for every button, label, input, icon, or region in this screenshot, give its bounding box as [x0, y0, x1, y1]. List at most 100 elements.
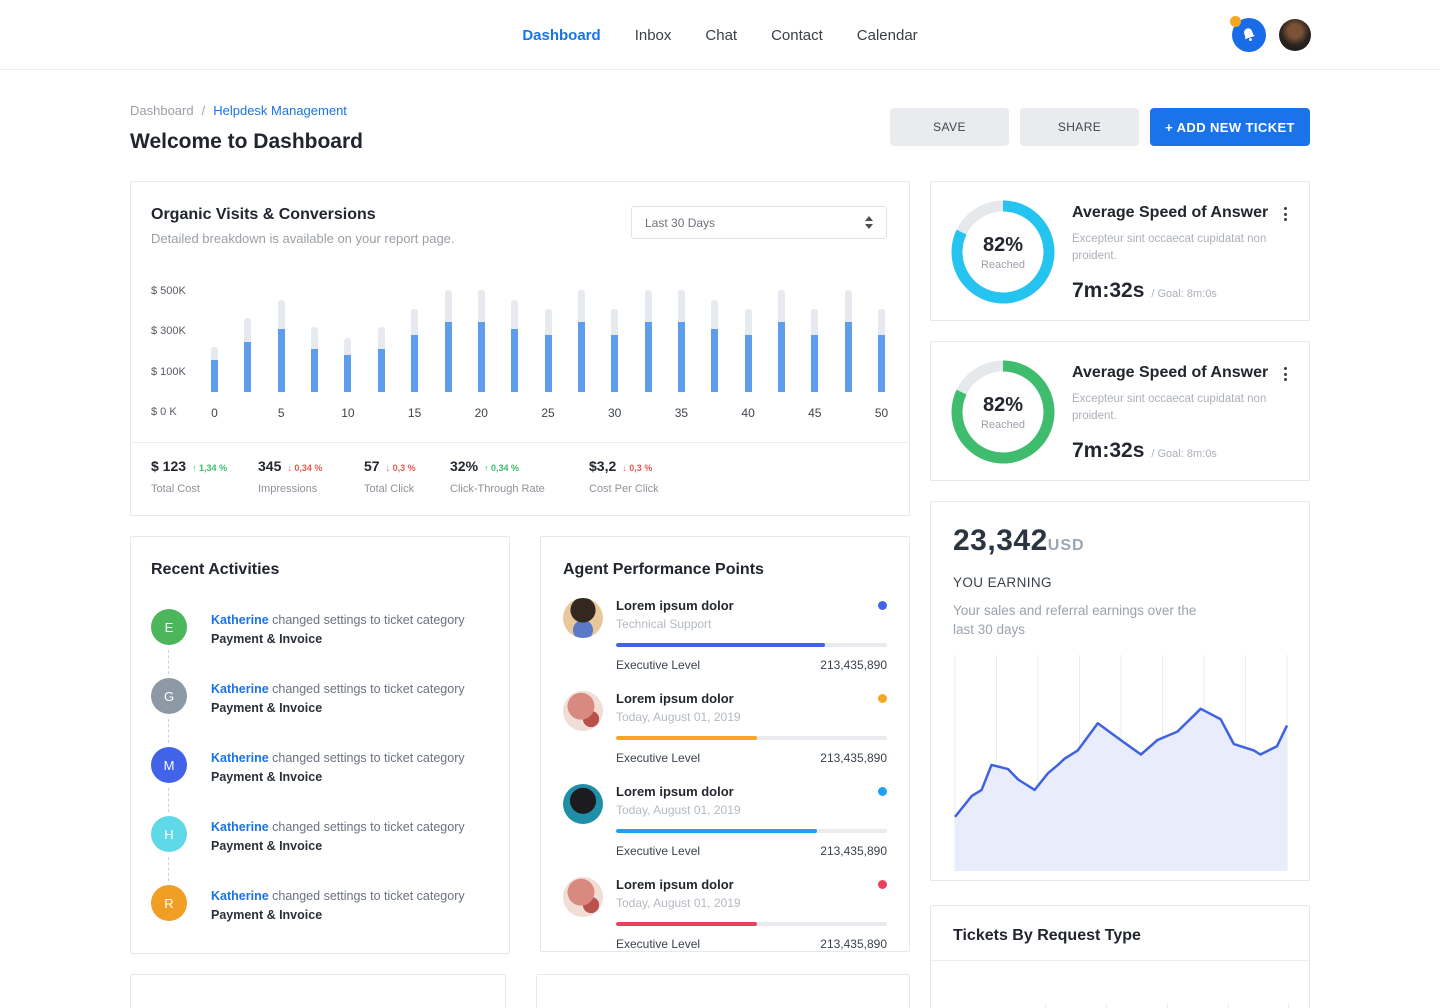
nav-item-dashboard[interactable]: Dashboard — [522, 26, 601, 44]
bar-value — [277, 329, 285, 392]
x-tick-label: 10 — [341, 406, 355, 420]
kpi-label: Click-Through Rate — [450, 483, 545, 495]
bar-value — [711, 329, 719, 392]
page-head: Dashboard / Helpdesk Management Welcome … — [130, 103, 1310, 154]
kpi-label: Total Cost — [151, 483, 200, 495]
activity-connector — [168, 719, 169, 743]
bar-value — [811, 335, 819, 392]
agent-progress-fill — [616, 829, 817, 833]
nav-item-chat[interactable]: Chat — [705, 26, 738, 44]
activity-item: G Katherine changed settings to ticket ca… — [151, 678, 489, 747]
activity-user-link[interactable]: Katherine — [211, 820, 269, 834]
kpi-label: Impressions — [258, 483, 318, 495]
agent-progress-bar — [616, 736, 887, 740]
bottom-middle-card — [535, 974, 910, 1008]
bar-value — [211, 359, 218, 392]
earnings-label: YOU EARNING — [953, 575, 1052, 590]
y-zero-label: $ 0 K — [151, 406, 177, 418]
agents-title: Agent Performance Points — [563, 561, 764, 578]
breadcrumb: Dashboard / Helpdesk Management — [130, 103, 363, 118]
kebab-menu-icon[interactable] — [1282, 204, 1289, 224]
kpi-stat-4: $3,2 ↓ 0,3 % Cost Per Click — [589, 458, 659, 495]
kpi-value: 32% — [450, 458, 479, 474]
speed-goal: / Goal: 8m:0s — [1151, 287, 1217, 300]
agent-progress-fill — [616, 643, 825, 647]
x-tick-label: 0 — [211, 406, 218, 420]
agent-points: 213,435,890 — [820, 658, 887, 672]
bar-value — [244, 341, 252, 392]
earnings-desc: Your sales and referral earnings over th… — [953, 603, 1197, 637]
x-tick-label: 15 — [407, 406, 422, 420]
activity-user-link[interactable]: Katherine — [211, 613, 269, 627]
nav-item-inbox[interactable]: Inbox — [634, 26, 672, 44]
kpi-delta: ↓ 0,34 % — [287, 463, 323, 473]
kpi-stat-1: 345 ↓ 0,34 % Impressions — [258, 458, 364, 495]
x-axis: $ 0 K 0 5 10 15 20 25 30 35 40 45 50 — [151, 406, 889, 420]
x-tick-label: 20 — [474, 406, 488, 420]
bar-value — [744, 335, 752, 392]
kpi-delta: ↓ 0,3 % — [385, 463, 416, 473]
bar-value — [377, 348, 385, 392]
nav-item-contact[interactable]: Contact — [771, 26, 823, 44]
header-actions: SAVE SHARE + ADD NEW TICKET — [890, 108, 1310, 146]
x-tick-label: 40 — [741, 406, 755, 420]
add-new-ticket-button[interactable]: + ADD NEW TICKET — [1150, 108, 1310, 146]
kpi-delta: ↑ 1,34 % — [192, 463, 228, 473]
recent-activities-card: Recent Activities E Katherine changed set… — [130, 536, 510, 954]
kpi-value: $3,2 — [589, 458, 617, 474]
bar-value — [878, 335, 885, 392]
nav-item-calendar[interactable]: Calendar — [856, 26, 918, 44]
organic-title: Organic Visits & Conversions — [151, 206, 376, 223]
main-nav: Dashboard Inbox Chat Contact Calendar — [505, 0, 934, 70]
activity-target: Payment & Invoice — [211, 770, 323, 785]
agent-progress-bar — [616, 643, 887, 647]
activity-avatar: M — [151, 747, 187, 783]
activity-text: Katherine changed settings to ticket cat… — [211, 885, 465, 954]
breadcrumb-helpdesk[interactable]: Helpdesk Management — [213, 103, 347, 118]
activity-item: E Katherine changed settings to ticket ca… — [151, 609, 489, 678]
user-avatar[interactable] — [1279, 19, 1311, 51]
kpi-label: Total Click — [364, 483, 415, 495]
activity-avatar: H — [151, 816, 187, 852]
kpi-stat-0: $ 123 ↑ 1,34 % Total Cost — [151, 458, 258, 495]
bell-glyph — [1244, 28, 1255, 41]
tickets-by-request-card: Tickets By Request Type — [930, 905, 1310, 1008]
earnings-area-chart — [954, 654, 1289, 871]
agent-status-dot — [878, 694, 887, 703]
avg-speed-card-1: 82% Reached Average Speed of Answer Exce… — [930, 181, 1310, 321]
bar-value — [511, 329, 519, 392]
breadcrumb-separator: / — [201, 103, 206, 118]
bar-value — [477, 322, 485, 392]
kpi-delta: ↓ 0,3 % — [622, 463, 653, 473]
agent-subtitle: Today, August 01, 2019 — [616, 803, 741, 817]
save-button[interactable]: SAVE — [890, 108, 1009, 146]
activities-title: Recent Activities — [151, 561, 280, 578]
breadcrumb-dashboard[interactable]: Dashboard — [130, 103, 194, 118]
agent-avatar — [563, 598, 603, 638]
activity-user-link[interactable]: Katherine — [211, 682, 269, 696]
agent-progress-bar — [616, 829, 887, 833]
agent-row: Lorem ipsum dolor Technical Support Execut… — [563, 598, 887, 672]
agent-progress-bar — [616, 922, 887, 926]
agent-level: Executive Level — [616, 751, 701, 765]
notification-bell-icon[interactable] — [1230, 16, 1266, 52]
agent-row: Lorem ipsum dolor Today, August 01, 2019 E… — [563, 877, 887, 951]
activity-text: Katherine changed settings to ticket cat… — [211, 816, 465, 885]
bar-value — [844, 322, 852, 392]
activity-user-link[interactable]: Katherine — [211, 889, 269, 903]
activity-user-link[interactable]: Katherine — [211, 751, 269, 765]
activity-target: Payment & Invoice — [211, 839, 323, 854]
activity-target: Payment & Invoice — [211, 908, 323, 923]
x-tick-label: 5 — [277, 406, 285, 420]
agent-avatar — [563, 691, 603, 731]
agent-status-dot — [878, 601, 887, 610]
x-tick-label: 45 — [808, 406, 822, 420]
date-range-select[interactable]: Last 30 Days — [631, 206, 887, 239]
bar-value — [577, 322, 585, 392]
agent-progress-fill — [616, 736, 757, 740]
share-button[interactable]: SHARE — [1020, 108, 1139, 146]
kebab-menu-icon[interactable] — [1282, 364, 1289, 384]
agent-subtitle: Technical Support — [616, 617, 712, 631]
top-bar: Dashboard Inbox Chat Contact Calendar — [0, 0, 1440, 70]
activity-text: Katherine changed settings to ticket cat… — [211, 609, 465, 678]
